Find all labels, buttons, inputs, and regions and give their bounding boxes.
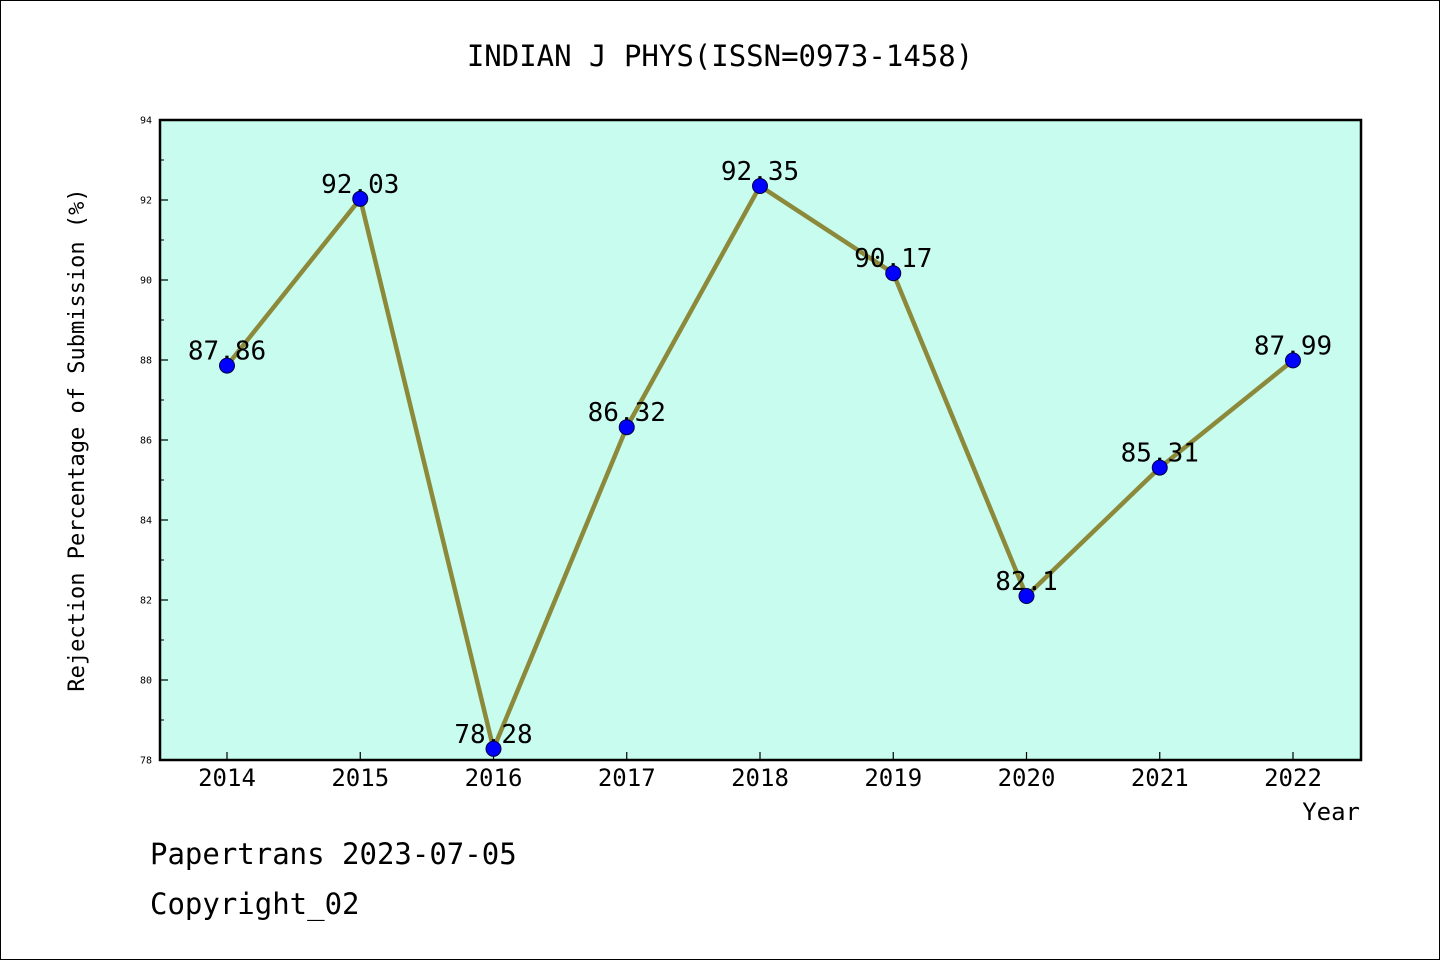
x-tick-label: 2021 [1131, 764, 1189, 792]
data-point [1151, 459, 1168, 476]
data-point [485, 740, 502, 757]
data-point [752, 178, 768, 194]
y-tick-label: 82 [140, 596, 152, 607]
data-point [1285, 352, 1301, 369]
footer-copyright: Copyright_02 [150, 887, 360, 922]
y-tick-label: 80 [140, 676, 152, 687]
data-point [885, 265, 902, 282]
y-tick-label: 92 [140, 196, 152, 207]
x-tick-label: 2022 [1264, 764, 1322, 792]
plot-area [160, 120, 1361, 760]
x-tick-label: 2015 [331, 764, 389, 792]
data-point [219, 357, 235, 374]
y-tick-label: 86 [140, 436, 152, 447]
data-point [618, 419, 635, 436]
data-point [1018, 588, 1035, 604]
x-tick-label: 2019 [864, 764, 922, 792]
footer-date: Papertrans 2023-07-05 [150, 837, 517, 871]
y-axis-label: Rejection Percentage of Submission (%) [65, 188, 90, 691]
y-tick-label: 78 [140, 756, 152, 767]
plot-border [158, 118, 1363, 762]
x-tick-label: 2016 [465, 764, 523, 792]
y-tick-label: 84 [140, 516, 152, 527]
x-axis-label: Year [1302, 798, 1360, 826]
y-tick-label: 90 [140, 276, 152, 287]
data-point [352, 190, 369, 207]
x-tick-label: 2017 [598, 764, 656, 792]
series-markers-group [219, 178, 1301, 757]
x-axis: 2014 2015 2016 2017 2018 2019 2020 2021 2022 [198, 752, 1322, 792]
x-tick-label: 2018 [731, 764, 789, 792]
y-tick-label: 88 [140, 356, 152, 367]
chart-title: INDIAN J PHYS(ISSN=0973-1458) [467, 39, 973, 73]
x-tick-label: 2014 [198, 764, 256, 792]
x-tick-label: 2020 [998, 764, 1056, 792]
y-tick-label: 94 [140, 116, 152, 127]
